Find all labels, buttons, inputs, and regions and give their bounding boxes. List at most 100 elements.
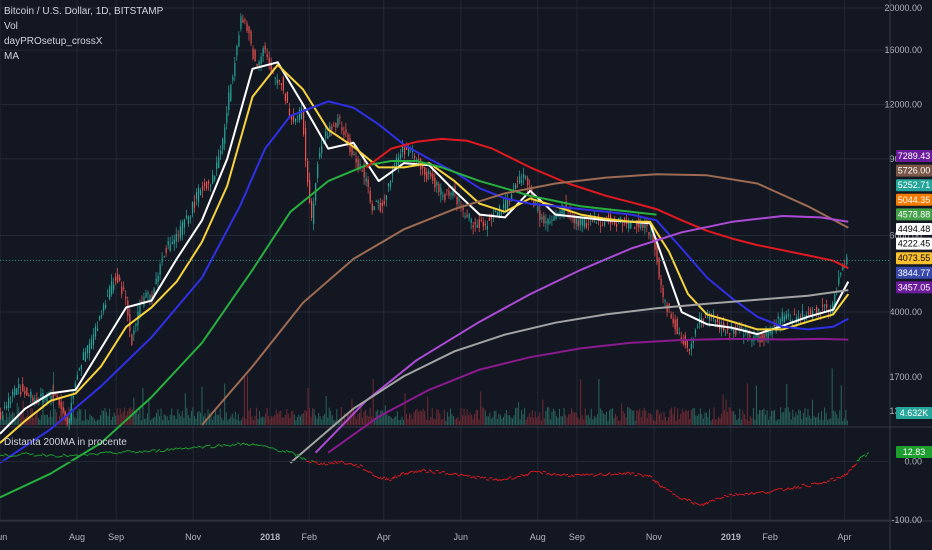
candle-body xyxy=(482,221,484,227)
volume-bar xyxy=(830,418,832,425)
volume-bar xyxy=(530,417,532,425)
price-axis-label: 4000.00 xyxy=(889,307,922,317)
volume-bar xyxy=(652,419,654,425)
volume-bar xyxy=(124,407,126,425)
volume-bar xyxy=(422,408,424,425)
indicator-line-segment xyxy=(583,473,588,476)
indicator-line-segment xyxy=(754,491,758,495)
volume-bar xyxy=(466,409,468,425)
volume-bar xyxy=(234,411,236,425)
volume-bar xyxy=(589,417,591,425)
indicator-line-segment xyxy=(597,472,602,476)
indicator-line-segment xyxy=(495,478,499,482)
indicator-line-segment xyxy=(624,471,629,476)
indicator-line-segment xyxy=(577,473,581,476)
volume-bar xyxy=(189,418,191,425)
volume-bar xyxy=(148,400,150,425)
candle-body xyxy=(54,394,56,396)
candle-body xyxy=(52,391,54,398)
candle-body xyxy=(414,155,416,158)
study-label[interactable]: dayPROsetup_crossX xyxy=(4,36,103,47)
indicator-line-segment xyxy=(530,470,534,473)
candle-body xyxy=(393,164,396,166)
volume-bar xyxy=(80,409,82,425)
volume-bar xyxy=(730,407,732,425)
candle-body xyxy=(307,160,309,183)
volume-bar xyxy=(528,413,530,425)
volume-bar xyxy=(757,414,759,425)
time-axis-label: Nov xyxy=(646,532,663,542)
volume-bar xyxy=(705,412,707,425)
volume-bar xyxy=(190,410,192,425)
ma-study-label[interactable]: MA xyxy=(4,51,19,62)
candle-body xyxy=(399,154,402,159)
volume-bar xyxy=(734,414,736,425)
indicator-line-segment xyxy=(653,479,657,484)
volume-bar xyxy=(72,409,74,425)
volume-bar xyxy=(39,419,41,425)
price-axis-label: 12000.00 xyxy=(884,100,922,110)
volume-bar xyxy=(209,413,211,425)
volume-bar xyxy=(540,420,542,425)
volume-bar xyxy=(595,417,597,425)
candle-body xyxy=(224,127,226,144)
volume-bar xyxy=(222,420,224,425)
volume-bar xyxy=(483,407,485,425)
volume-study-label[interactable]: Vol xyxy=(4,21,18,32)
indicator-line-segment xyxy=(807,485,812,488)
volume-bar xyxy=(651,414,653,425)
volume-bar xyxy=(696,415,698,425)
volume-bar xyxy=(196,412,198,425)
volume-bar xyxy=(280,410,282,425)
candle-body xyxy=(290,115,293,120)
volume-bar xyxy=(545,410,547,425)
candle-body xyxy=(581,218,583,226)
indicator-line-segment xyxy=(309,461,312,464)
price-label-badge xyxy=(896,237,932,250)
indicator-line-segment xyxy=(201,445,207,449)
volume-bar xyxy=(193,416,195,425)
volume-bar xyxy=(539,412,541,425)
indicator-line-segment xyxy=(269,447,274,449)
volume-bar xyxy=(162,419,164,425)
volume-bar xyxy=(702,418,704,425)
volume-bar xyxy=(802,412,804,425)
candle-body xyxy=(650,235,652,237)
volume-bar xyxy=(518,402,520,425)
indicator-line-segment xyxy=(236,442,240,445)
volume-bar xyxy=(637,411,639,425)
volume-bar xyxy=(143,418,145,425)
volume-bar xyxy=(287,414,289,425)
indicator-line-segment xyxy=(533,470,537,473)
candle-body xyxy=(642,223,644,228)
volume-bar xyxy=(708,409,710,425)
indicator-line-segment xyxy=(847,469,851,472)
indicator-legend[interactable]: Distanta 200MA in procente xyxy=(4,437,127,448)
volume-bar xyxy=(40,415,42,425)
volume-bar xyxy=(457,417,459,425)
volume-bar xyxy=(265,413,267,425)
volume-bar xyxy=(216,414,218,425)
volume-bar xyxy=(418,411,420,425)
volume-bar xyxy=(380,410,382,425)
candle-body xyxy=(494,210,497,212)
symbol-title[interactable]: Bitcoin / U.S. Dollar, 1D, BITSTAMP xyxy=(4,6,164,17)
volume-bar xyxy=(804,408,806,425)
volume-bar xyxy=(478,419,480,425)
candle-body xyxy=(708,314,711,321)
candle-body xyxy=(173,239,175,244)
volume-bar xyxy=(843,418,845,425)
volume-bar xyxy=(104,407,106,425)
volume-bar xyxy=(728,407,730,425)
volume-bar xyxy=(546,407,548,425)
volume-bar xyxy=(578,419,580,425)
volume-bar xyxy=(834,411,836,425)
candle-body xyxy=(296,116,299,118)
candle-body xyxy=(361,170,363,172)
volume-bar xyxy=(212,419,214,425)
volume-bar xyxy=(156,412,158,425)
candle-body xyxy=(783,316,785,323)
volume-bar xyxy=(210,412,212,425)
volume-bar xyxy=(660,412,662,425)
